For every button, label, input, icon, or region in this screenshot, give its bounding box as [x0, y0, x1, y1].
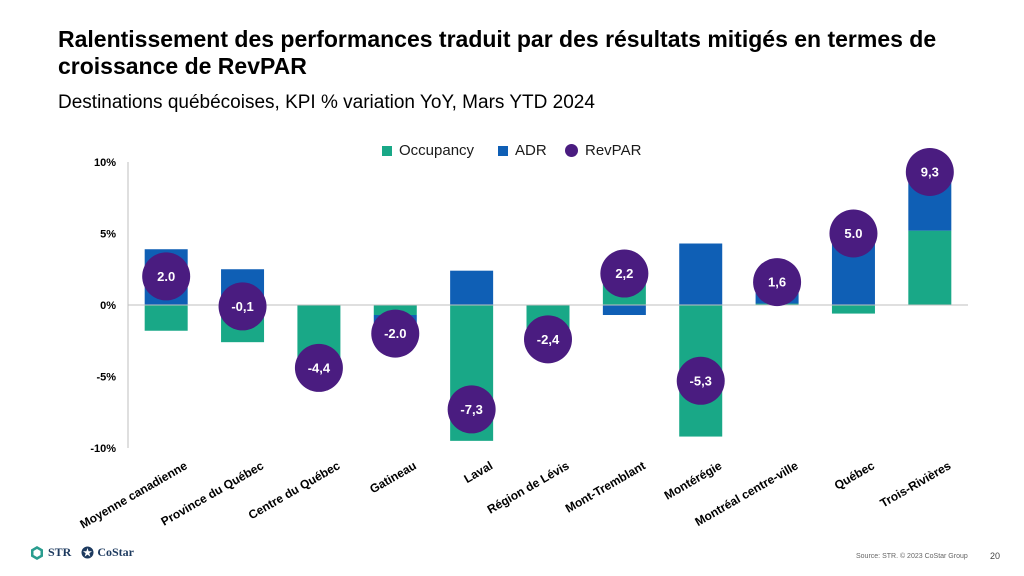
x-tick-label: Gatineau — [367, 458, 418, 496]
y-tick-label: -10% — [90, 443, 116, 455]
y-tick-label: 10% — [94, 157, 116, 169]
revpar-marker — [905, 148, 954, 197]
revpar-marker — [524, 315, 572, 364]
revpar-marker — [753, 258, 802, 307]
y-tick-label: 0% — [100, 300, 116, 312]
legend-item-adr: ADR — [498, 142, 547, 159]
revpar-data-label: -5,3 — [690, 373, 712, 388]
legend-label-revpar: RevPAR — [585, 142, 642, 159]
revpar-data-label: -2.0 — [384, 326, 406, 341]
revpar-marker — [829, 209, 878, 258]
legend-item-revpar: RevPAR — [565, 142, 641, 159]
legend-item-occupancy: Occupancy — [382, 142, 474, 159]
legend-swatch-occupancy — [382, 145, 392, 156]
revpar-marker — [600, 249, 649, 298]
revpar-data-label: 9,3 — [921, 165, 939, 180]
adr-bar — [679, 243, 723, 305]
revpar-data-label: 2.0 — [157, 269, 175, 284]
page-title: Ralentissement des performances traduit … — [58, 26, 937, 79]
revpar-data-label: 2,2 — [615, 266, 633, 281]
revpar-marker — [142, 252, 191, 301]
revpar-marker — [371, 309, 420, 358]
source-note: Source: STR. © 2023 CoStar Group — [856, 553, 968, 560]
occupancy-bar — [831, 305, 875, 314]
costar-logo: CoStar — [81, 545, 134, 560]
revpar-data-label: -0,1 — [231, 299, 253, 314]
str-logo: STR — [30, 545, 71, 560]
page-subtitle: Destinations québécoises, KPI % variatio… — [58, 92, 595, 113]
adr-bar — [602, 305, 646, 316]
revpar-marker — [447, 385, 496, 434]
legend-label-occupancy: Occupancy — [399, 142, 475, 159]
revpar-marker — [676, 356, 725, 405]
costar-logo-icon — [81, 546, 94, 559]
revpar-marker — [218, 282, 267, 331]
str-logo-icon — [31, 545, 43, 560]
occupancy-bar — [908, 230, 952, 305]
revpar-data-label: 5.0 — [844, 226, 862, 241]
legend-swatch-revpar — [565, 144, 578, 157]
legend-label-adr: ADR — [515, 142, 547, 159]
revpar-data-label: 1,6 — [768, 275, 786, 290]
chart-legend: Occupancy ADR RevPAR — [0, 142, 1024, 164]
x-tick-label: Montérégie — [662, 458, 725, 502]
revpar-data-label: -4,4 — [308, 360, 331, 375]
x-tick-label: Québec — [832, 458, 877, 492]
adr-bar — [450, 270, 494, 305]
page-number: 20 — [990, 551, 1001, 561]
y-tick-label: 5% — [100, 229, 116, 241]
x-tick-label: Laval — [462, 458, 496, 485]
x-tick-label: Mont-Tremblant — [563, 458, 648, 515]
x-tick-label: Trois-Rivières — [878, 458, 954, 510]
revpar-marker — [294, 343, 343, 392]
occupancy-bar — [144, 305, 188, 331]
revpar-data-label: -2,4 — [537, 332, 560, 347]
revpar-data-label: -7,3 — [460, 402, 482, 417]
y-tick-label: -5% — [96, 372, 116, 384]
legend-swatch-adr — [498, 145, 508, 156]
footer-logos: STR CoStar — [30, 545, 134, 560]
x-tick-label: Région de Lévis — [485, 458, 572, 516]
